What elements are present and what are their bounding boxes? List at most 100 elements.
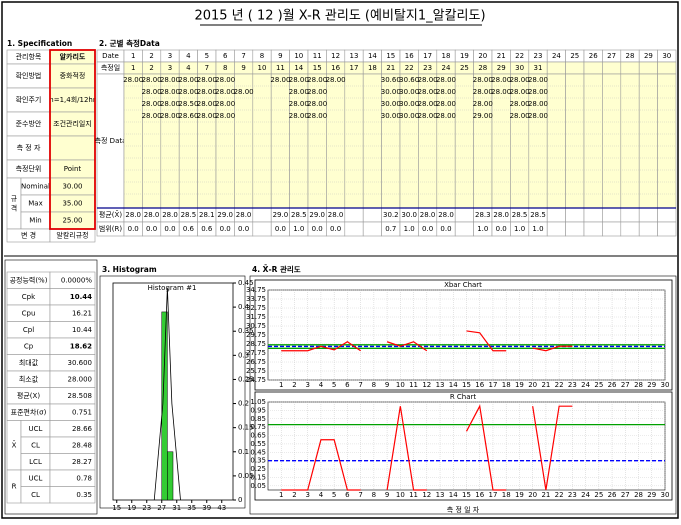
y-tick-label: 26.75: [246, 358, 266, 366]
cell: [362, 207, 382, 223]
x-tick-label: 1: [279, 491, 283, 499]
stat-label: CL: [31, 491, 40, 499]
x-tick-label: 13: [436, 381, 445, 389]
range: 0.7: [385, 225, 396, 233]
x-tick-label: 27: [157, 504, 166, 512]
x-tick-label: 19: [127, 504, 136, 512]
page-title: 2015 년 ( 12 )월 X-R 관리도 (예비탈지1_알칼리도): [194, 9, 485, 24]
reading: 28.00: [418, 112, 438, 120]
stat-label: Cpl: [23, 326, 34, 334]
stat-label: Cpk: [22, 293, 36, 301]
cell: [252, 221, 272, 237]
day: 2: [149, 64, 153, 72]
mean: 29.0: [273, 211, 289, 219]
cell: [49, 486, 96, 504]
stat-label: 표준편차(σ): [11, 407, 47, 416]
y-tick-label: 28.75: [246, 340, 266, 348]
x-tick-label: 2: [292, 381, 296, 389]
reading: 28.00: [510, 76, 530, 84]
x-tick-label: 26: [608, 381, 617, 389]
spec-value: 중화적정: [60, 71, 86, 80]
cell: [546, 61, 566, 75]
reading: 30.00: [399, 100, 419, 108]
change-value: 알칼리규정: [56, 231, 88, 240]
measure-heading: 2. 군별 측정Data: [99, 38, 160, 48]
cell: [657, 73, 677, 209]
stat-label: LCL: [29, 458, 42, 466]
stat-label: Cp: [24, 342, 34, 350]
limit-value: 30.00: [62, 183, 82, 191]
reading: 28.00: [510, 112, 530, 120]
x-tick-label: 7: [358, 491, 362, 499]
mean: 28.0: [125, 211, 141, 219]
reading: 28.00: [123, 76, 143, 84]
cell: [638, 221, 658, 237]
date: 10: [294, 52, 303, 60]
x-tick-label: 23: [142, 504, 151, 512]
date: 15: [386, 52, 395, 60]
y-tick-label: 0.55: [250, 440, 266, 448]
cell: [49, 111, 96, 137]
stat-label: CL: [31, 441, 40, 449]
x-tick-label: 35: [187, 504, 196, 512]
y-tick-label: 0.25: [238, 375, 254, 383]
date: 29: [644, 52, 653, 60]
range: 0.0: [312, 225, 323, 233]
reading: 28.00: [142, 100, 162, 108]
cell: [252, 73, 272, 209]
x-tick-label: 15: [462, 381, 471, 389]
mean: 28.5: [530, 211, 546, 219]
range: 0.6: [183, 225, 195, 233]
date: 19: [460, 52, 469, 60]
highlight-box: [49, 49, 96, 230]
date: 9: [278, 52, 282, 60]
reading: 28.00: [160, 88, 180, 96]
mean-label: 평균(X̄): [99, 210, 122, 219]
reading: 28.00: [234, 88, 254, 96]
x-tick-label: 23: [568, 381, 577, 389]
date: 11: [313, 52, 322, 60]
x-tick-label: 23: [568, 491, 577, 499]
cell: [583, 221, 603, 237]
y-tick-label: 34.75: [246, 286, 266, 294]
data-label: 측정 Data: [95, 136, 127, 145]
day: 11: [276, 64, 285, 72]
x-tick-label: 6: [345, 381, 350, 389]
day: 17: [350, 64, 359, 72]
cell: [620, 221, 640, 237]
date: 16: [405, 52, 414, 60]
y-tick-label: 0.35: [238, 327, 254, 335]
day: 31: [534, 64, 543, 72]
range: 0.0: [128, 225, 139, 233]
range: 1.0: [477, 225, 488, 233]
reading: 28.00: [197, 112, 217, 120]
x-tick-label: 12: [422, 381, 431, 389]
reading: 28.00: [289, 100, 309, 108]
stat-value: 0.751: [72, 408, 92, 416]
reading: 28.00: [418, 100, 438, 108]
day: 3: [168, 64, 172, 72]
range: 0.0: [238, 225, 249, 233]
day: 8: [223, 64, 227, 72]
reading: 30.00: [381, 88, 401, 96]
spec-label: 측 정 자: [17, 143, 41, 152]
x-tick-label: 3: [305, 381, 309, 389]
mean: 28.0: [162, 211, 178, 219]
date: 17: [423, 52, 432, 60]
cell: [638, 61, 658, 75]
day: 28: [478, 64, 487, 72]
limit-group: 규 격: [10, 195, 18, 212]
date: 14: [368, 52, 377, 60]
stat-value: 10.44: [72, 326, 93, 334]
date: 28: [626, 52, 635, 60]
y-tick-label: 0.1: [238, 448, 249, 456]
x-tick-label: 24: [581, 491, 590, 499]
y-tick-label: 29.75: [246, 331, 266, 339]
x-tick-label: 43: [217, 504, 226, 512]
range: 0.0: [330, 225, 341, 233]
stat-label: Cpu: [22, 309, 36, 317]
reading: 28.00: [197, 76, 217, 84]
y-tick-label: 33.75: [246, 295, 266, 303]
cell: [602, 207, 622, 223]
reading: 28.00: [510, 88, 530, 96]
